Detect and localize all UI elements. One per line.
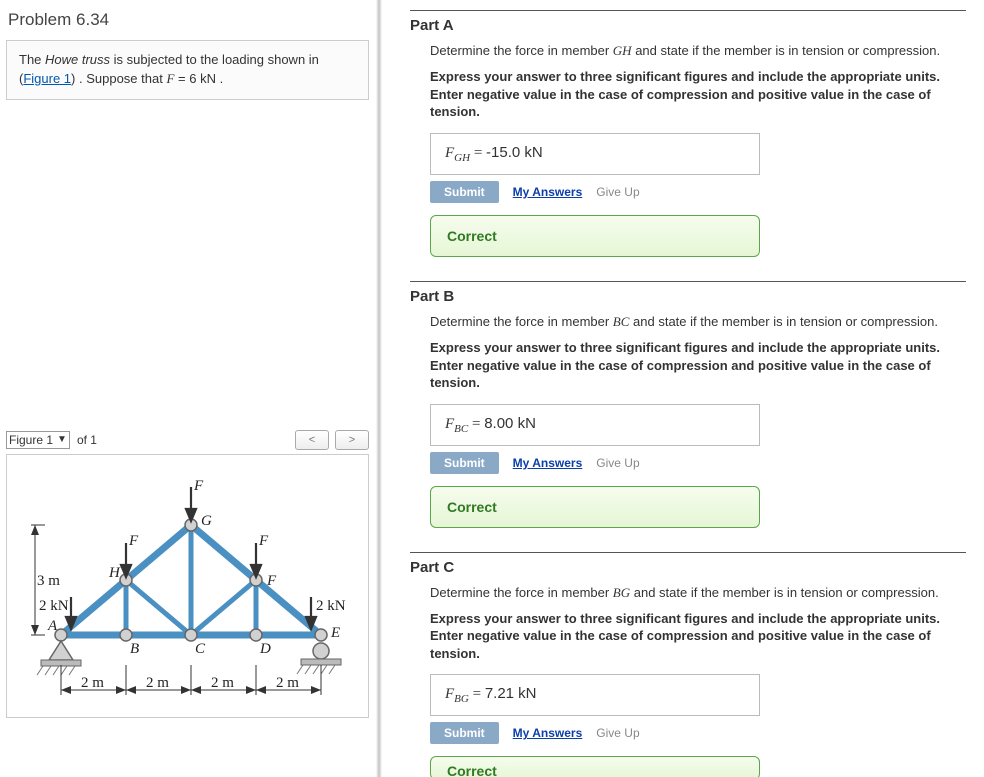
ans-sub: BC xyxy=(454,423,468,435)
part-b-head: Part B xyxy=(410,288,966,305)
chevron-down-icon: ▼ xyxy=(57,434,67,445)
part-a-answer-box: FGH = -15.0 kN xyxy=(430,133,760,175)
problem-statement: The Howe truss is subjected to the loadi… xyxy=(6,40,369,100)
figure-selector-label: Figure 1 xyxy=(9,433,53,447)
part-c: Part C Determine the force in member BG … xyxy=(410,552,966,777)
part-a-correct: Correct xyxy=(430,215,760,257)
node-E: E xyxy=(330,625,340,641)
figure-of-text: of 1 xyxy=(76,433,98,447)
ans-sym: F xyxy=(445,686,454,702)
node-D: D xyxy=(259,641,271,657)
figure-link[interactable]: Figure 1 xyxy=(23,71,71,86)
prompt-post: and state if the member is in tension or… xyxy=(630,585,939,600)
ans-eq: = xyxy=(470,145,486,161)
span-3: 2 m xyxy=(211,675,234,691)
ans-eq: = xyxy=(469,686,485,702)
give-up-link[interactable]: Give Up xyxy=(596,456,639,470)
part-b-prompt: Determine the force in member BC and sta… xyxy=(430,313,966,331)
stmt-truss: Howe truss xyxy=(45,52,110,67)
ans-sub: BG xyxy=(454,693,469,705)
F-label-H: F xyxy=(128,533,139,549)
right-pane: Part A Determine the force in member GH … xyxy=(380,0,984,777)
member-var: BC xyxy=(613,314,630,329)
F-unit: kN xyxy=(200,71,216,86)
part-a-head: Part A xyxy=(410,17,966,34)
height-label: 3 m xyxy=(37,573,60,589)
part-a: Part A Determine the force in member GH … xyxy=(410,10,966,257)
node-A: A xyxy=(47,618,58,634)
part-a-buttons: Submit My Answers Give Up xyxy=(430,181,966,203)
part-c-buttons: Submit My Answers Give Up xyxy=(430,722,966,744)
prompt-pre: Determine the force in member xyxy=(430,585,613,600)
ans-sub: GH xyxy=(454,152,470,164)
node-G: G xyxy=(201,513,212,529)
part-c-head: Part C xyxy=(410,559,966,576)
part-c-correct: Correct xyxy=(430,756,760,777)
ans-sym: F xyxy=(445,145,454,161)
problem-title: Problem 6.34 xyxy=(8,10,369,30)
span-2: 2 m xyxy=(146,675,169,691)
part-b-correct: Correct xyxy=(430,486,760,528)
submit-button[interactable]: Submit xyxy=(430,722,499,744)
node-H: H xyxy=(108,565,121,581)
my-answers-link[interactable]: My Answers xyxy=(513,185,583,199)
part-rule xyxy=(410,10,966,11)
F-label-G: F xyxy=(193,478,204,494)
submit-button[interactable]: Submit xyxy=(430,452,499,474)
right-load-label: 2 kN xyxy=(316,598,346,614)
node-C: C xyxy=(195,641,206,657)
prompt-post: and state if the member is in tension or… xyxy=(632,43,941,58)
stmt-pre: The xyxy=(19,52,45,67)
part-c-prompt: Determine the force in member BG and sta… xyxy=(430,584,966,602)
prompt-pre: Determine the force in member xyxy=(430,43,613,58)
figure-bar: Figure 1 ▼ of 1 < > xyxy=(6,430,369,450)
part-c-answer-box: FBG = 7.21 kN xyxy=(430,674,760,716)
ans-eq: = xyxy=(468,416,484,432)
give-up-link[interactable]: Give Up xyxy=(596,185,639,199)
give-up-link[interactable]: Give Up xyxy=(596,726,639,740)
ans-val: -15.0 kN xyxy=(486,144,543,161)
member-var: GH xyxy=(613,43,632,58)
ans-val: 8.00 kN xyxy=(484,415,536,432)
submit-button[interactable]: Submit xyxy=(430,181,499,203)
node-B: B xyxy=(130,641,139,657)
part-a-instructions: Express your answer to three significant… xyxy=(430,68,966,121)
part-b-buttons: Submit My Answers Give Up xyxy=(430,452,966,474)
left-load-label: 2 kN xyxy=(39,598,69,614)
figure-prev-button[interactable]: < xyxy=(295,430,329,450)
ans-sym: F xyxy=(445,416,454,432)
left-pane: Problem 6.34 The Howe truss is subjected… xyxy=(0,0,380,777)
my-answers-link[interactable]: My Answers xyxy=(513,456,583,470)
truss-figure: 3 m 2 kN 2 kN F F F F A B C D E H G F 2 … xyxy=(11,465,361,715)
prompt-pre: Determine the force in member xyxy=(430,314,613,329)
figure-container: 3 m 2 kN 2 kN F F F F A B C D E H G F 2 … xyxy=(6,454,369,718)
span-4: 2 m xyxy=(276,675,299,691)
stmt-post: ) . Suppose that xyxy=(71,71,166,86)
span-1: 2 m xyxy=(81,675,104,691)
part-b-answer-box: FBC = 8.00 kN xyxy=(430,404,760,446)
part-rule xyxy=(410,281,966,282)
prompt-post: and state if the member is in tension or… xyxy=(629,314,938,329)
member-var: BG xyxy=(613,585,630,600)
stmt-end: . xyxy=(216,71,223,86)
pane-divider[interactable] xyxy=(376,0,382,777)
part-c-instructions: Express your answer to three significant… xyxy=(430,610,966,663)
my-answers-link[interactable]: My Answers xyxy=(513,726,583,740)
F-label-Fnode: F xyxy=(258,533,269,549)
figure-next-button[interactable]: > xyxy=(335,430,369,450)
figure-selector[interactable]: Figure 1 ▼ xyxy=(6,431,70,449)
node-F: F xyxy=(266,573,277,589)
part-rule xyxy=(410,552,966,553)
part-b: Part B Determine the force in member BC … xyxy=(410,281,966,528)
part-b-instructions: Express your answer to three significant… xyxy=(430,339,966,392)
ans-val: 7.21 kN xyxy=(485,685,537,702)
F-eq: = 6 xyxy=(174,71,200,86)
part-a-prompt: Determine the force in member GH and sta… xyxy=(430,42,966,60)
